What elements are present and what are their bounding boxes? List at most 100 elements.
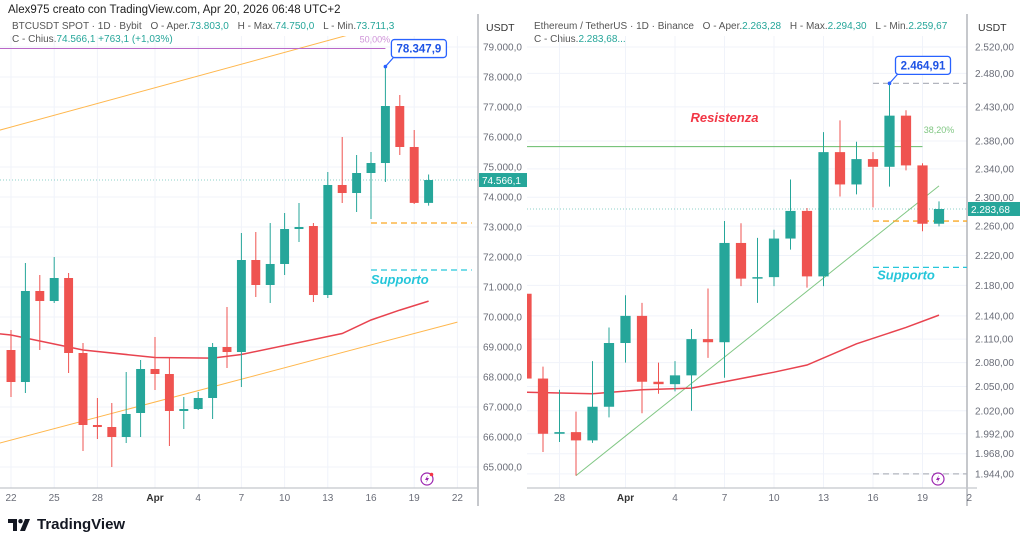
resistance-label: Resistenza (691, 110, 759, 125)
candle (851, 141, 862, 195)
trend-line (575, 185, 940, 476)
open-value: 2.263,28 (742, 21, 782, 32)
candle (380, 66, 390, 182)
candle (409, 130, 419, 204)
support-label: Supporto (877, 267, 935, 282)
candle (801, 208, 813, 288)
open-value: 73.803,0 (189, 21, 229, 32)
price-tick-label: 2.050,00 (975, 382, 1014, 393)
candle (35, 275, 45, 350)
candle (164, 358, 174, 446)
candle-body (337, 185, 347, 194)
lightning-icon[interactable] (420, 472, 434, 486)
candle (933, 201, 945, 227)
price-tick-label: 2.340,00 (975, 164, 1014, 175)
candle (620, 295, 631, 363)
eth-chart[interactable]: 2.520,00 2.480,00 2.430,00 2.380,00 2.340,00… (510, 14, 1020, 506)
candle-body (653, 381, 664, 385)
close-group: C - Chius.74.566,1 +763,1 (+1,03%) (12, 33, 173, 46)
eth-currency: USDT (978, 22, 1007, 34)
candle (136, 359, 146, 437)
price-tick-label: 77.000,0 (483, 103, 522, 114)
candle-body (352, 173, 362, 194)
candle-body (164, 374, 174, 411)
channel-upper (0, 36, 347, 131)
time-tick-label: 7 (722, 493, 728, 504)
callout-text: 2.464,91 (901, 60, 946, 72)
lightning-icon-bolt (425, 475, 429, 483)
candle-body (222, 347, 232, 353)
candle-body (208, 347, 218, 398)
lightning-icon[interactable] (931, 472, 945, 486)
candle (395, 95, 405, 155)
candle-body (6, 350, 16, 383)
candle (49, 257, 59, 303)
candle-body (527, 293, 532, 379)
candle-body (64, 278, 74, 353)
price-tick-label: 2.260,00 (975, 222, 1014, 233)
candle (785, 179, 796, 250)
last-price-badge (968, 201, 1020, 216)
callout-pointer (889, 73, 906, 84)
candle (867, 152, 879, 208)
candle (669, 361, 681, 392)
candle (768, 229, 780, 287)
eth-symbol[interactable]: Ethereum / TetherUS · 1D · Binance (534, 21, 694, 32)
change-value: +763,1 (+1,03%) (98, 34, 173, 45)
candle (92, 398, 102, 440)
candle-body (308, 226, 318, 296)
tradingview-logo[interactable]: TradingView (8, 516, 125, 533)
candle-body (735, 242, 747, 279)
time-axis: 28 Apr 4 7 10 13 16 19 22 (554, 493, 978, 504)
candle (735, 223, 747, 287)
time-tick-label: 10 (279, 493, 291, 504)
candle-body (265, 263, 275, 285)
low-label: L - Min. (323, 21, 357, 32)
candle (900, 110, 912, 171)
btc-chart[interactable]: 79.000,0 78.000,0 77.000,0 76.000,0 75.000,0… (0, 14, 527, 506)
candle-body (900, 115, 912, 166)
callout-text: 78.347,9 (397, 44, 442, 56)
candle-body (395, 106, 405, 147)
candle-body (620, 315, 631, 344)
candle (603, 327, 615, 418)
candle-body (768, 238, 780, 278)
tradingview-logo-icon (8, 518, 30, 531)
price-tick-label: 70.000,0 (483, 313, 522, 324)
candle-body (570, 432, 582, 441)
candle-body (49, 278, 59, 302)
low-value: 2.259,67 (908, 21, 948, 32)
btc-symbol[interactable]: BTCUSDT SPOT · 1D · Bybit (12, 21, 142, 32)
price-tick-label: 74.000,0 (483, 193, 522, 204)
candle-body (636, 315, 648, 382)
candle-body (179, 409, 189, 411)
low-group: L - Min.2.259,67 (875, 20, 947, 33)
tradingview-logo-text: TradingView (37, 516, 126, 533)
candle-body (121, 413, 131, 437)
candle-body (78, 353, 88, 425)
grid (527, 36, 967, 488)
high-group: H - Max.2.294,30 (790, 20, 867, 33)
candle (323, 172, 333, 299)
candle (107, 403, 117, 467)
price-tick-label: 2.300,00 (975, 193, 1014, 204)
candle (818, 132, 829, 287)
candle (64, 272, 74, 374)
price-tick-label: 66.000,0 (483, 433, 522, 444)
candle (280, 212, 290, 275)
candle (208, 343, 218, 419)
time-tick-label: 28 (554, 493, 566, 504)
time-tick-label: 22 (966, 493, 978, 504)
candle-body (933, 208, 945, 224)
candle (366, 152, 376, 219)
time-tick-label: 10 (768, 493, 780, 504)
price-tick-label: 2.220,00 (975, 251, 1014, 262)
time-tick-label: 13 (322, 493, 334, 504)
candle (587, 361, 598, 443)
candle (702, 288, 714, 358)
support-label: Supporto (371, 272, 429, 287)
candle-body (702, 339, 714, 343)
candle (179, 397, 189, 429)
candle-body (669, 375, 681, 385)
